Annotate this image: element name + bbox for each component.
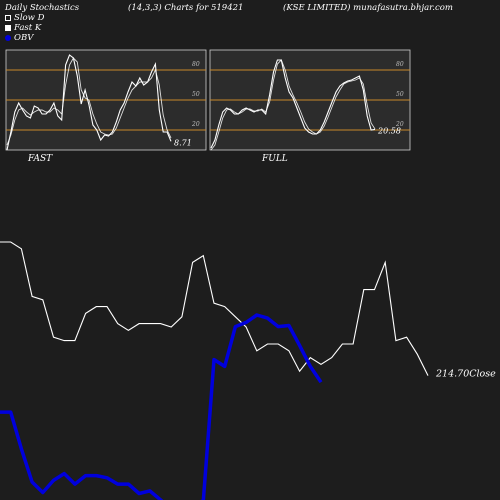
fast-y-tick-label: 20	[191, 121, 200, 128]
fast-y-tick-label: 50	[192, 91, 200, 98]
legend-fast-k-label: Fast K	[14, 23, 42, 33]
full-y-tick-label: 80	[396, 61, 404, 68]
fast-panel-label: FAST	[27, 154, 53, 164]
chart-title: Daily Stochastics	[5, 3, 80, 13]
full-last-value-label: 20.58	[377, 126, 401, 135]
full-y-tick-label: 20	[395, 121, 404, 128]
legend-obv: OBV	[5, 33, 33, 43]
legend-slow-d: Slow D	[5, 13, 44, 23]
legend-fast-k: Fast K	[5, 23, 41, 33]
full-y-tick-label: 50	[396, 91, 404, 98]
legend-obv-label: OBV	[14, 33, 34, 43]
fast-y-tick-label: 80	[192, 61, 200, 68]
obv-line	[0, 313, 323, 500]
close-value-label: 214.70Close	[435, 369, 496, 380]
chart-source: (KSE LIMITED) munafasutra.bhjar.com	[283, 3, 453, 13]
full-panel-label: FULL	[261, 154, 288, 164]
chart-params: (14,3,3) Charts for 519421	[128, 3, 244, 13]
fast-slow-d-line	[6, 57, 172, 146]
close-price-line	[0, 241, 429, 376]
legend-slow-d-label: Slow D	[14, 13, 45, 23]
fast-last-value-label: 8.71	[174, 138, 192, 147]
legend-swatch-outline	[5, 15, 11, 21]
fast-fast-k-line	[6, 54, 172, 151]
legend-swatch-blue	[5, 35, 11, 41]
full-slow-d-line	[210, 59, 376, 151]
legend-swatch-white	[5, 25, 11, 31]
